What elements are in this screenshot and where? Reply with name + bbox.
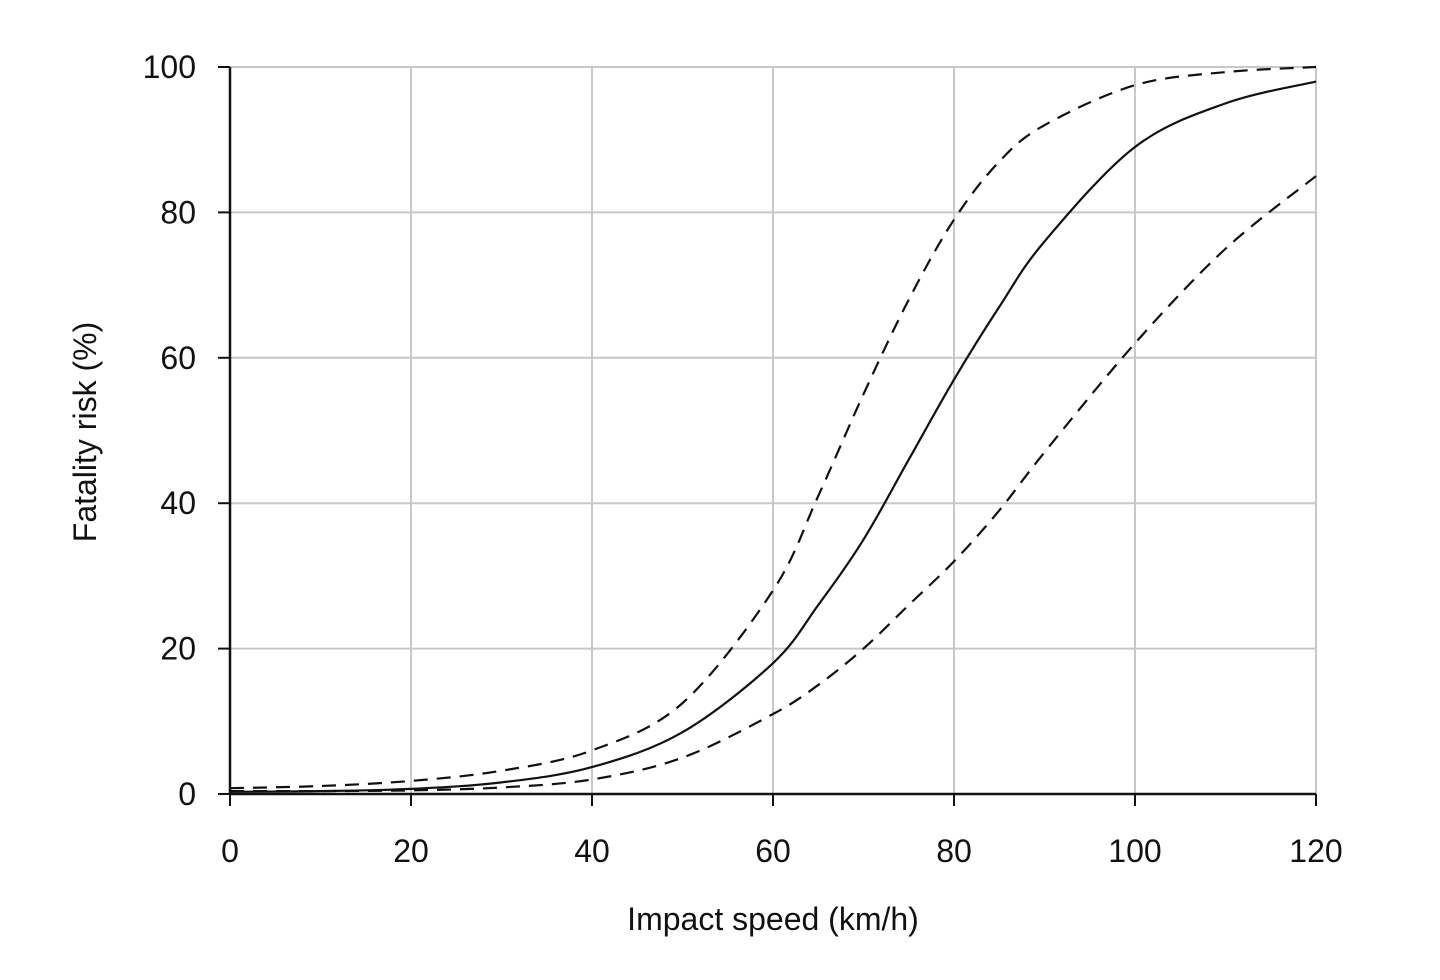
x-tick-label: 80 xyxy=(936,833,972,869)
solid-curve xyxy=(229,80,1317,793)
y-tick-label: 0 xyxy=(178,776,196,812)
y-tick-label: 60 xyxy=(160,340,196,376)
tick-labels: 0 20 40 60 80 100 120 0 20 40 60 80 100 xyxy=(143,49,1343,869)
x-tick-label: 100 xyxy=(1108,833,1161,869)
axes xyxy=(218,66,1317,806)
x-tick-label: 60 xyxy=(755,833,791,869)
y-tick-label: 20 xyxy=(160,631,196,667)
dashed-curve-2 xyxy=(229,175,1317,793)
dashed-curve-1 xyxy=(229,65,1317,790)
x-tick-label: 40 xyxy=(574,833,610,869)
x-tick-label: 120 xyxy=(1289,833,1342,869)
y-tick-label: 40 xyxy=(160,485,196,521)
curves xyxy=(229,65,1317,793)
grid xyxy=(229,66,1317,795)
y-tick-label: 80 xyxy=(160,194,196,230)
x-axis-label: Impact speed (km/h) xyxy=(627,901,919,937)
y-tick-label: 100 xyxy=(143,49,196,85)
y-axis-label: Fatality risk (%) xyxy=(67,322,103,542)
x-tick-label: 20 xyxy=(393,833,429,869)
x-tick-label: 0 xyxy=(221,833,239,869)
